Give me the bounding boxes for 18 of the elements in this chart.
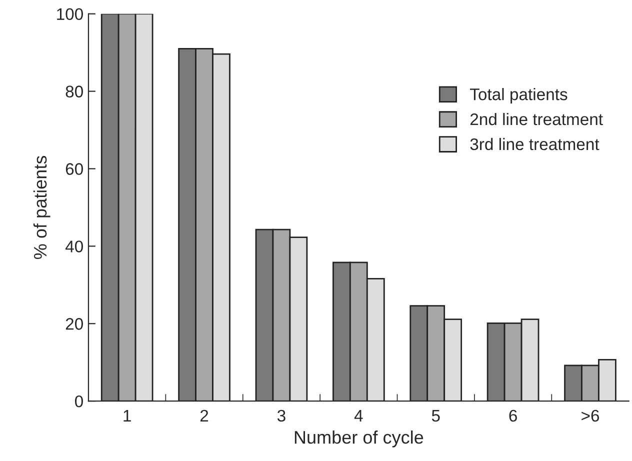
x-tick-label: 1: [124, 410, 131, 422]
y-axis-title: % of patients: [33, 156, 50, 259]
y-tick-label: 0: [75, 395, 83, 408]
y-tick-label: 100: [57, 8, 83, 20]
legend-label: 3rd line treatment: [470, 138, 600, 150]
legend-label: 2nd line treatment: [470, 112, 603, 126]
y-tick-label: 80: [66, 86, 83, 98]
x-tick-label: 5: [432, 410, 440, 422]
legend-label: Total patients: [470, 88, 568, 104]
x-tick-label: >6: [582, 410, 600, 422]
x-tick-label: 4: [354, 410, 363, 422]
y-tick-label: 60: [66, 163, 83, 175]
y-tick-label: 40: [65, 240, 83, 252]
x-axis-title: Number of cycle: [294, 430, 424, 448]
x-tick-label: 3: [277, 410, 286, 422]
y-tick-label: 20: [66, 318, 83, 330]
x-tick-label: 2: [200, 410, 208, 422]
x-tick-label: 6: [509, 410, 517, 422]
